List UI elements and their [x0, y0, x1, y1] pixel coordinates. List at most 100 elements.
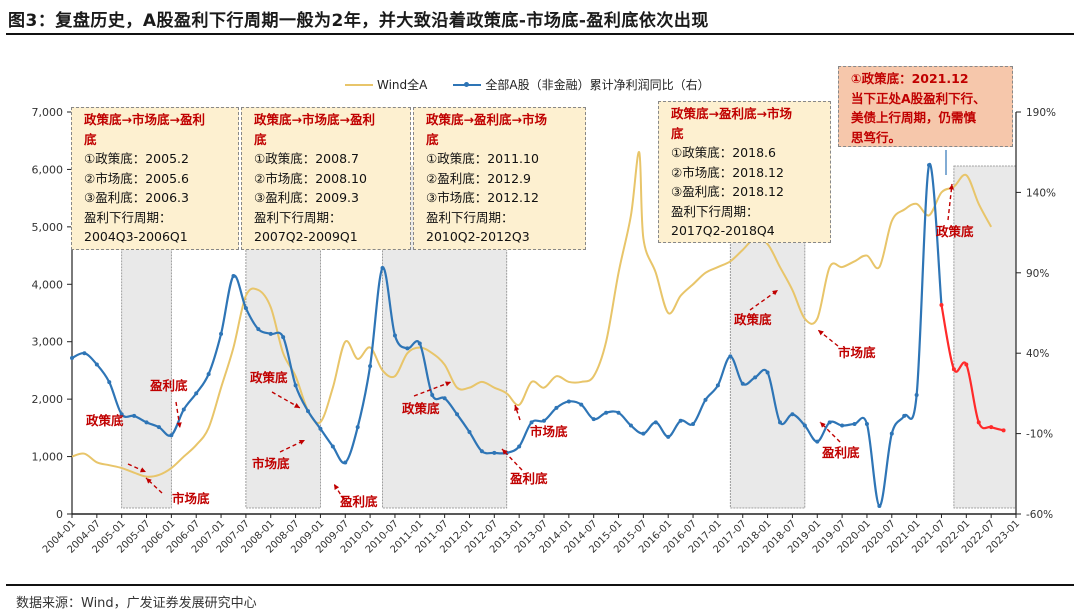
data-point [268, 331, 273, 336]
note-line: ①政策底：2008.7 [254, 151, 359, 166]
arrow-head-icon [176, 422, 182, 428]
right-tick-label: 40% [1026, 348, 1049, 360]
arrow-head-icon [818, 330, 824, 336]
data-point [119, 412, 124, 417]
note-line: 2010Q2-2012Q3 [426, 229, 530, 244]
data-point [430, 393, 435, 398]
annotation-arrow [145, 477, 163, 494]
data-point [989, 425, 994, 430]
data-point [405, 346, 410, 351]
data-point [107, 380, 112, 385]
note-line: 美债上行周期，仍需慎 [851, 110, 977, 125]
data-point [417, 341, 422, 346]
data-source: 数据来源：Wind，广发证券发展研究中心 [16, 596, 257, 611]
arrow-head-icon [502, 449, 508, 455]
data-point [243, 306, 248, 311]
footer-divider [6, 584, 1074, 586]
legend-swatch-wind [345, 83, 373, 86]
data-point [753, 375, 758, 380]
legend-item-wind: Wind全A [345, 76, 427, 93]
note-line: ①政策底：2005.2 [84, 151, 189, 166]
note-line: 当下正处A股盈利下行、 [851, 90, 986, 106]
left-tick-label: 6,000 [32, 163, 64, 176]
data-point [778, 420, 782, 425]
data-point [852, 421, 857, 426]
data-point [864, 421, 869, 426]
note-line: ③市场底：2012.12 [426, 190, 539, 205]
data-point [219, 331, 224, 336]
data-point [628, 423, 633, 428]
note-line: 盈利下行周期： [671, 203, 759, 219]
data-point [591, 417, 596, 422]
data-point [877, 503, 882, 508]
note-head-2: 底 [84, 131, 97, 147]
note-head: 政策底→市场底→盈利 [254, 112, 375, 127]
data-point [392, 333, 397, 338]
note-line: ②市场底：2005.6 [84, 170, 189, 186]
annotation-label: 市场底 [838, 345, 876, 360]
right-tick-label: 90% [1026, 268, 1049, 280]
data-point [318, 426, 323, 431]
data-point [94, 362, 99, 367]
data-point [653, 420, 658, 425]
data-point [132, 413, 137, 418]
left-tick-label: 3,000 [32, 336, 64, 349]
note-line: 盈利下行周期： [254, 209, 342, 225]
note-head: 政策底→盈利底→市场 [426, 112, 547, 127]
note-line: ①政策底：2011.10 [426, 151, 539, 166]
data-point [554, 405, 559, 410]
note-line: 思笃行。 [851, 129, 902, 145]
note-line: ③盈利底：2018.12 [671, 184, 784, 199]
data-point [542, 418, 546, 423]
data-point [169, 433, 174, 438]
data-point [368, 364, 373, 369]
annotation-arrow [947, 183, 953, 221]
data-point [616, 410, 621, 415]
figure-title: 图3：复盘历史，A股盈利下行周期一般为2年，并大致沿着政策底-市场底-盈利底依次… [8, 11, 709, 31]
arrow-head-icon [334, 484, 340, 490]
data-point [840, 423, 845, 428]
note-head-2: 底 [426, 131, 439, 147]
arrow-head-icon [294, 403, 300, 408]
arrow-head-icon [820, 422, 826, 428]
right-tick-label: 190% [1026, 107, 1056, 119]
right-tick-label: -60% [1026, 509, 1053, 521]
left-tick-label: 2,000 [32, 393, 64, 406]
data-point [343, 460, 348, 465]
data-point [889, 431, 894, 436]
data-point [815, 439, 820, 444]
data-point [256, 327, 261, 332]
left-tick-label: 4,000 [32, 278, 64, 291]
data-point [802, 423, 807, 428]
note-line: 盈利下行周期： [84, 209, 172, 225]
legend-label-wind: Wind全A [377, 78, 428, 92]
legend-item-profit: 全部A股（非金融）累计净利润同比（右） [453, 76, 710, 93]
arrow-head-icon [948, 184, 954, 190]
note-box-2017: 政策底→盈利底→市场 底 ①政策底：2018.6 ②市场底：2018.12 ③盈… [658, 101, 831, 243]
data-point [976, 420, 981, 425]
annotation-arrow [749, 289, 779, 311]
data-point [467, 429, 472, 434]
data-point [740, 381, 745, 386]
left-tick-label: 5,000 [32, 221, 64, 234]
arrow-head-icon [445, 381, 451, 387]
data-point [479, 449, 484, 454]
data-point [964, 362, 969, 367]
annotation-label: 市场底 [172, 491, 210, 506]
data-point [442, 396, 447, 401]
note-line: 2004Q3-2006Q1 [84, 229, 188, 244]
shaded-period [953, 165, 1017, 509]
right-tick-label: -10% [1026, 429, 1053, 441]
annotation-arrow [514, 404, 521, 421]
note-box-2007: 政策底→市场底→盈利 底 ①政策底：2008.7 ②市场底：2008.10 ③盈… [241, 107, 411, 250]
data-point [604, 410, 609, 415]
data-point [330, 444, 335, 449]
annotation-label: 盈利底 [339, 494, 378, 509]
data-point [641, 431, 646, 436]
wind-all-a-line [71, 151, 993, 478]
annotation-label: 市场底 [530, 424, 568, 439]
left-tick-label: 0 [56, 508, 63, 521]
note-head-2: 底 [671, 125, 684, 141]
data-point [70, 356, 74, 361]
note-box-2021: ①政策底：2021.12 当下正处A股盈利下行、 美债上行周期，仍需慎 思笃行。 [838, 66, 1013, 147]
